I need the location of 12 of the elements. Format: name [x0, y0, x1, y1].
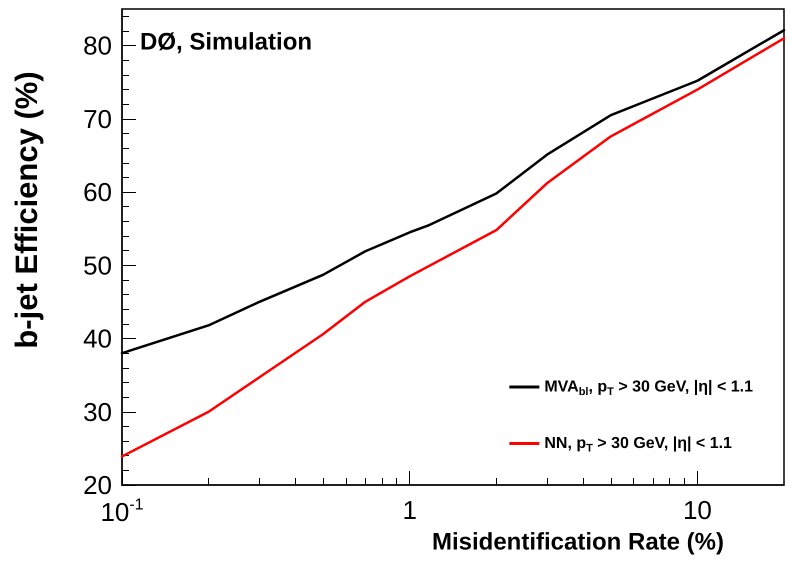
- y-tick-label: 20: [83, 470, 112, 500]
- x-axis-title: Misidentification Rate (%): [432, 528, 724, 556]
- y-tick-label: 50: [83, 250, 112, 280]
- x-tick-label: 10: [682, 495, 712, 525]
- y-tick-label: 80: [83, 30, 112, 61]
- y-axis-title: b-jet Efficiency (%): [9, 71, 44, 349]
- annotation: DØ, Simulation: [140, 28, 312, 56]
- y-tick-label: 60: [83, 177, 112, 208]
- x-tick-label: 1: [402, 495, 417, 525]
- y-tick-label: 70: [83, 104, 112, 134]
- y-tick-label: 40: [83, 324, 112, 354]
- y-tick-label: 30: [83, 396, 112, 427]
